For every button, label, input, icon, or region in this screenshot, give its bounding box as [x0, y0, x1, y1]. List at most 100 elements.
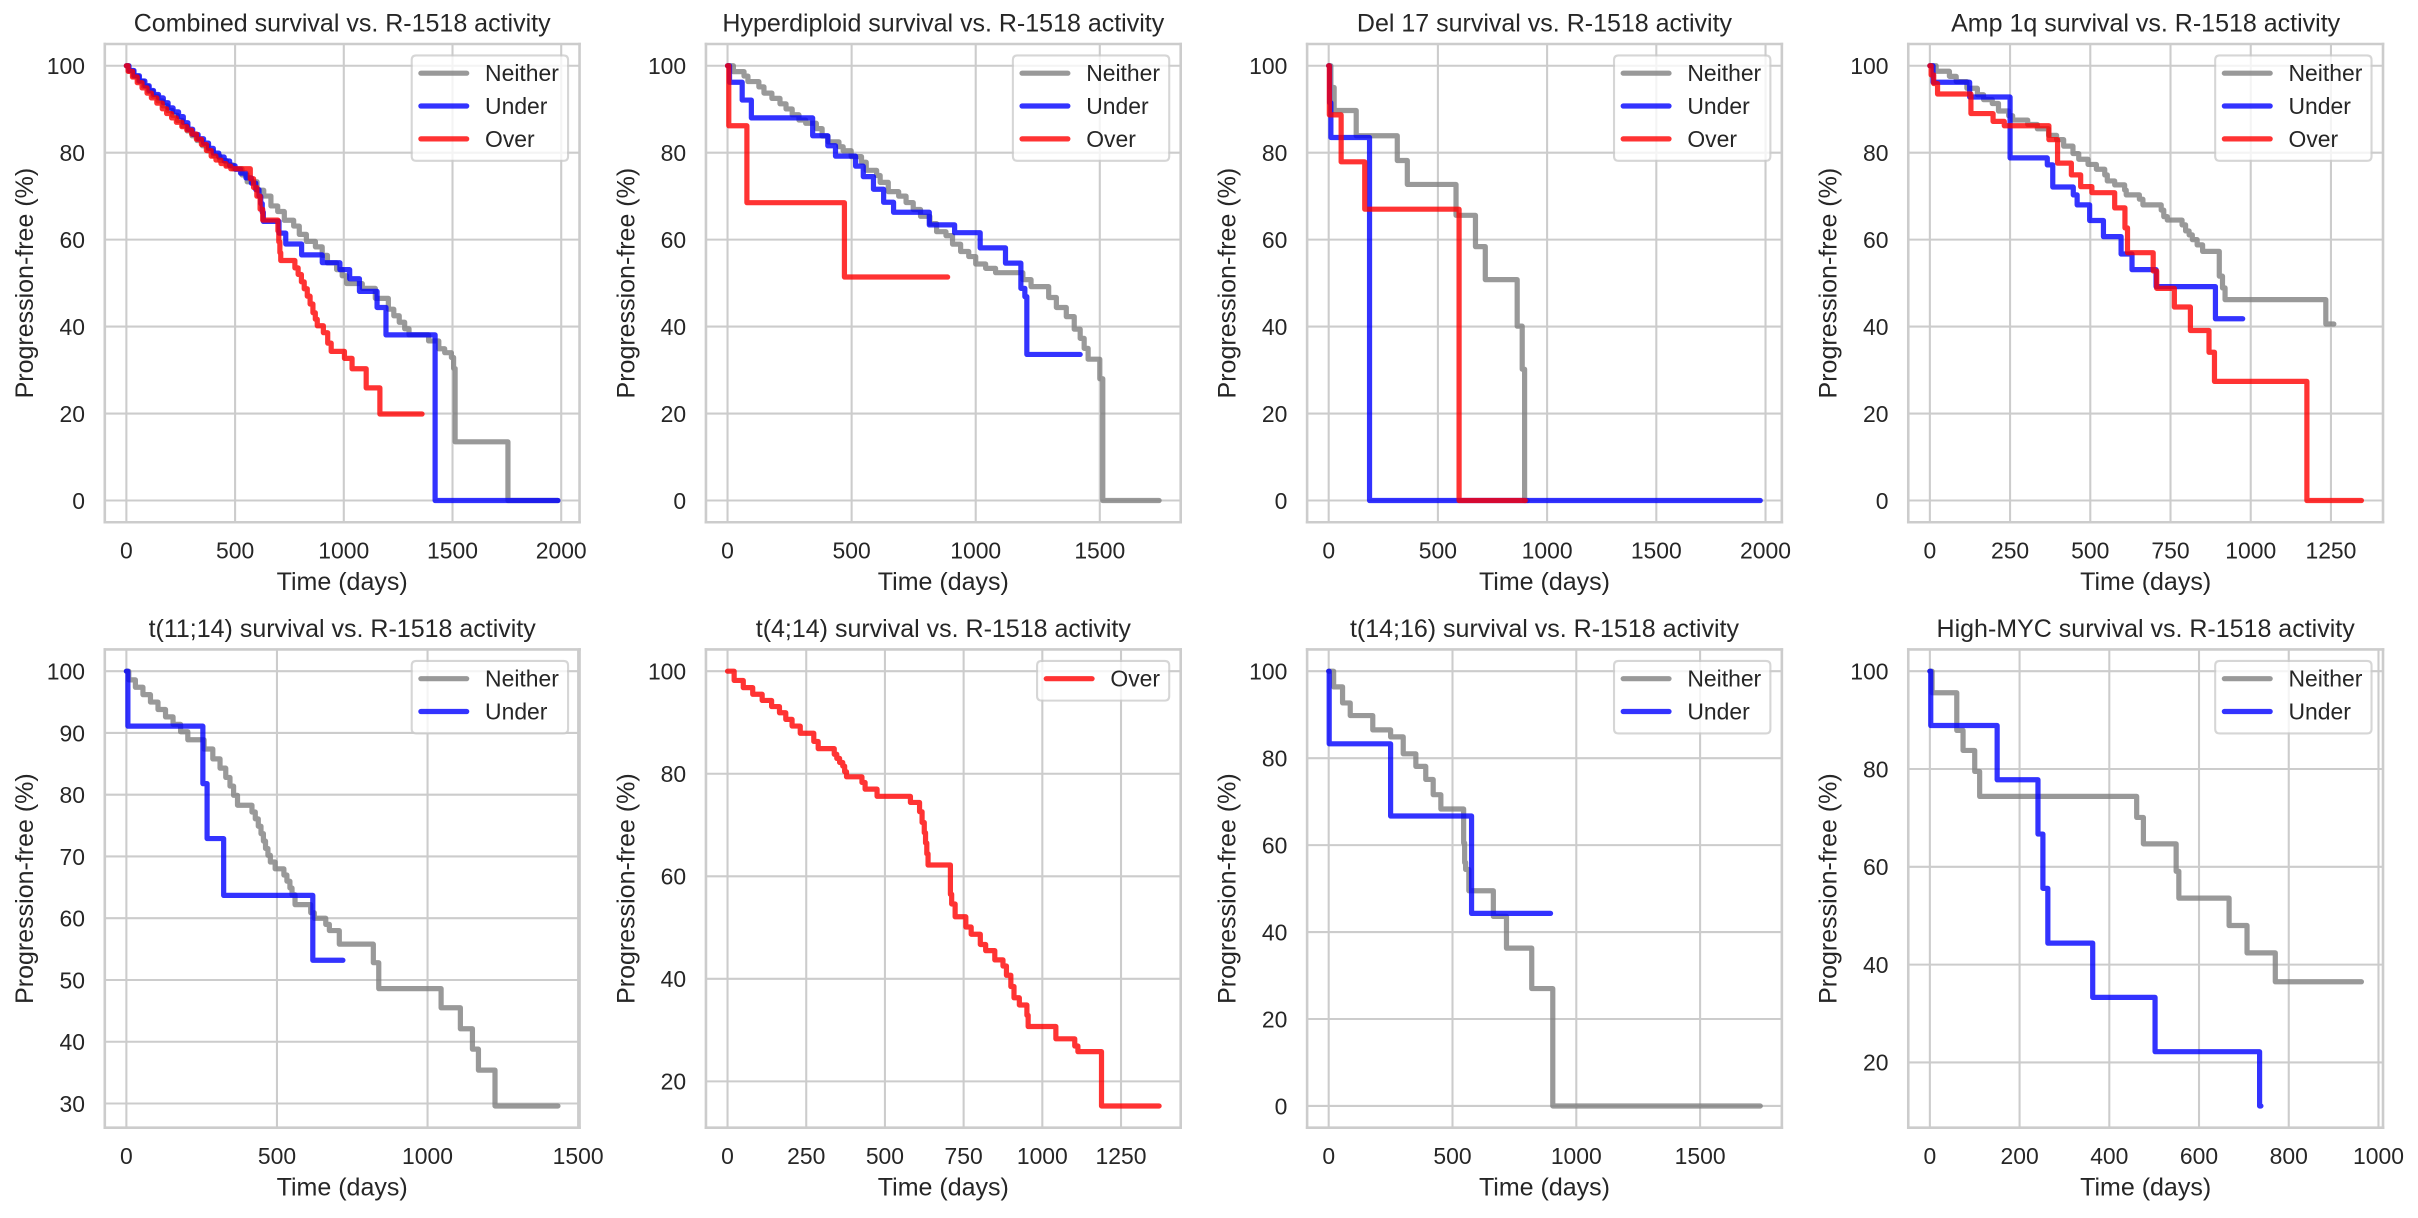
svg-text:1500: 1500 — [1675, 1143, 1726, 1169]
svg-text:250: 250 — [1991, 538, 2029, 564]
svg-text:750: 750 — [945, 1143, 983, 1169]
svg-text:Under: Under — [485, 93, 548, 119]
svg-text:250: 250 — [787, 1143, 825, 1169]
svg-text:1000: 1000 — [1017, 1143, 1068, 1169]
svg-text:40: 40 — [60, 1029, 85, 1055]
svg-text:0: 0 — [1923, 1143, 1936, 1169]
svg-text:1250: 1250 — [1096, 1143, 1147, 1169]
svg-text:Time (days): Time (days) — [878, 1173, 1009, 1201]
svg-text:Neither: Neither — [1086, 60, 1160, 86]
svg-text:0: 0 — [1923, 538, 1936, 564]
svg-text:20: 20 — [661, 401, 686, 427]
svg-text:100: 100 — [1249, 53, 1287, 79]
svg-text:500: 500 — [1419, 538, 1457, 564]
svg-text:Neither: Neither — [2289, 666, 2363, 692]
svg-text:Time (days): Time (days) — [1479, 568, 1610, 596]
svg-text:Neither: Neither — [2289, 60, 2363, 86]
svg-text:Time (days): Time (days) — [277, 1173, 408, 1201]
svg-text:20: 20 — [60, 401, 85, 427]
svg-text:1000: 1000 — [318, 538, 369, 564]
svg-text:Progression-free (%): Progression-free (%) — [11, 168, 39, 399]
svg-text:40: 40 — [661, 314, 686, 340]
svg-text:Time (days): Time (days) — [878, 568, 1009, 596]
svg-text:500: 500 — [833, 538, 871, 564]
svg-text:60: 60 — [60, 906, 85, 932]
svg-text:20: 20 — [1262, 401, 1287, 427]
svg-text:Over: Over — [1086, 126, 1136, 152]
svg-text:Under: Under — [1687, 93, 1750, 119]
svg-text:100: 100 — [1850, 659, 1888, 685]
svg-text:Neither: Neither — [1687, 666, 1761, 692]
svg-text:500: 500 — [258, 1143, 296, 1169]
svg-text:400: 400 — [2090, 1143, 2128, 1169]
svg-text:40: 40 — [1863, 952, 1888, 978]
svg-text:Neither: Neither — [485, 666, 559, 692]
svg-text:Combined survival vs. R-1518 a: Combined survival vs. R-1518 activity — [134, 9, 551, 37]
svg-text:Progression-free (%): Progression-free (%) — [612, 168, 640, 399]
svg-text:80: 80 — [1863, 756, 1888, 782]
svg-text:t(4;14) survival vs. R-1518 ac: t(4;14) survival vs. R-1518 activity — [756, 615, 1132, 643]
svg-text:1500: 1500 — [427, 538, 478, 564]
svg-text:0: 0 — [120, 1143, 133, 1169]
svg-text:80: 80 — [661, 140, 686, 166]
svg-text:70: 70 — [60, 844, 85, 870]
svg-text:100: 100 — [648, 53, 686, 79]
svg-text:Over: Over — [485, 126, 535, 152]
svg-text:500: 500 — [2071, 538, 2109, 564]
svg-text:80: 80 — [1863, 140, 1888, 166]
svg-text:0: 0 — [673, 488, 686, 514]
svg-text:100: 100 — [1850, 53, 1888, 79]
svg-text:Under: Under — [1086, 93, 1149, 119]
svg-text:0: 0 — [1322, 1143, 1335, 1169]
svg-text:1500: 1500 — [553, 1143, 604, 1169]
svg-text:800: 800 — [2270, 1143, 2308, 1169]
svg-text:Hyperdiploid survival vs. R-15: Hyperdiploid survival vs. R-1518 activit… — [722, 9, 1164, 37]
svg-text:80: 80 — [60, 140, 85, 166]
svg-text:80: 80 — [1262, 140, 1287, 166]
svg-text:Under: Under — [485, 699, 548, 725]
svg-text:1250: 1250 — [2305, 538, 2356, 564]
svg-text:60: 60 — [1863, 227, 1888, 253]
svg-text:Under: Under — [2289, 93, 2352, 119]
svg-text:60: 60 — [1863, 854, 1888, 880]
svg-text:1000: 1000 — [402, 1143, 453, 1169]
svg-text:60: 60 — [661, 227, 686, 253]
svg-text:90: 90 — [60, 720, 85, 746]
svg-text:0: 0 — [721, 538, 734, 564]
svg-text:Progression-free (%): Progression-free (%) — [1214, 168, 1242, 399]
svg-text:100: 100 — [47, 659, 85, 685]
svg-text:Time (days): Time (days) — [2080, 568, 2211, 596]
svg-text:20: 20 — [661, 1069, 686, 1095]
svg-text:High-MYC survival vs. R-1518 a: High-MYC survival vs. R-1518 activity — [1937, 615, 2356, 643]
svg-text:1000: 1000 — [2225, 538, 2276, 564]
svg-text:500: 500 — [216, 538, 254, 564]
svg-text:Time (days): Time (days) — [277, 568, 408, 596]
svg-text:t(14;16) survival vs. R-1518 a: t(14;16) survival vs. R-1518 activity — [1350, 615, 1740, 643]
svg-text:30: 30 — [60, 1091, 85, 1117]
svg-text:50: 50 — [60, 967, 85, 993]
svg-text:0: 0 — [1322, 538, 1335, 564]
svg-text:Neither: Neither — [485, 60, 559, 86]
svg-text:600: 600 — [2180, 1143, 2218, 1169]
svg-text:1000: 1000 — [950, 538, 1001, 564]
svg-text:20: 20 — [1863, 401, 1888, 427]
svg-text:1000: 1000 — [1551, 1143, 1602, 1169]
svg-text:Progression-free (%): Progression-free (%) — [1815, 168, 1843, 399]
svg-text:100: 100 — [47, 53, 85, 79]
svg-text:0: 0 — [1876, 488, 1889, 514]
svg-text:Progression-free (%): Progression-free (%) — [1214, 773, 1242, 1004]
svg-text:0: 0 — [1275, 1093, 1288, 1119]
svg-text:100: 100 — [648, 659, 686, 685]
svg-text:1500: 1500 — [1631, 538, 1682, 564]
svg-text:Time (days): Time (days) — [2080, 1173, 2211, 1201]
svg-text:40: 40 — [661, 966, 686, 992]
svg-text:1000: 1000 — [1522, 538, 1573, 564]
svg-text:20: 20 — [1863, 1050, 1888, 1076]
svg-text:60: 60 — [1262, 832, 1287, 858]
svg-text:Neither: Neither — [1687, 60, 1761, 86]
svg-text:60: 60 — [1262, 227, 1287, 253]
svg-text:Del 17 survival vs. R-1518 act: Del 17 survival vs. R-1518 activity — [1357, 9, 1733, 37]
svg-text:1000: 1000 — [2353, 1143, 2404, 1169]
svg-text:100: 100 — [1249, 659, 1287, 685]
svg-text:Over: Over — [1687, 126, 1737, 152]
